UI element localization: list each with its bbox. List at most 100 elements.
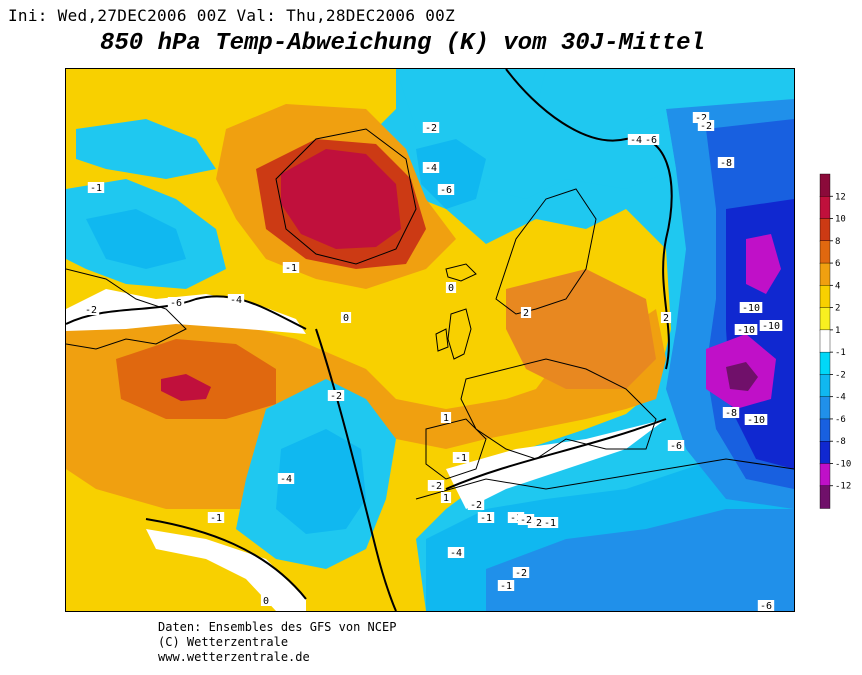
- init-hour: 00Z: [196, 6, 227, 25]
- contour-label: -2: [425, 123, 437, 134]
- contour-label: -2: [85, 305, 97, 316]
- contour-label-box: [660, 312, 672, 323]
- colorbar-segment: [819, 418, 831, 442]
- contour-label-box: [82, 304, 100, 315]
- contour-label-box: [759, 320, 783, 331]
- contour-label-box: [757, 600, 775, 611]
- contour-label-box: [340, 312, 352, 323]
- colorbar-label: -6: [835, 415, 846, 425]
- zero-contour-arctic: [505, 69, 673, 370]
- cold-east-magenta-north: [746, 234, 781, 294]
- iceland-coast: [445, 263, 477, 282]
- colorbar-segment: [819, 329, 831, 353]
- contour-label-box: [447, 547, 465, 558]
- contour-label: -1: [90, 183, 102, 194]
- colorbar-label: -10: [835, 459, 851, 469]
- init-date: Wed,27DEC2006: [57, 6, 187, 25]
- contour-label: -6: [645, 135, 657, 146]
- contour-label: -6: [670, 441, 682, 452]
- contour-label: -8: [725, 408, 737, 419]
- zero-contour-south: [145, 518, 307, 600]
- cold-north-america-corner: [76, 119, 216, 179]
- contour-label: -1: [544, 518, 556, 529]
- valid-date: Thu,28DEC2006: [286, 6, 416, 25]
- contour-label-box: [507, 512, 525, 523]
- colorbar-label: -8: [835, 437, 846, 447]
- contour-label-box: [477, 512, 495, 523]
- colorbar-label: 2: [835, 304, 840, 314]
- credits: Daten: Ensembles des GFS von NCEP (C) Wet…: [158, 620, 396, 665]
- colorbar-segment: [819, 196, 831, 220]
- credit-website: www.wetterzentrale.de: [158, 650, 310, 664]
- contour-label-box: [445, 282, 457, 293]
- anomaly-map: -2 -4 -6 -2 -10 -10 -10 -8 -10 -6 -2 -4 -6 -8 -6 -4 -2 -1…: [65, 68, 795, 612]
- neutral-band-med: [446, 419, 666, 509]
- contour-label: 1: [443, 413, 449, 424]
- contour-label-box: [520, 307, 532, 318]
- contour-label: -2: [515, 568, 527, 579]
- contour-label: -10: [747, 415, 765, 426]
- contour-label-box: [422, 122, 440, 133]
- credit-data-source: Daten: Ensembles des GFS von NCEP: [158, 620, 397, 634]
- contour-label: 0: [448, 283, 454, 294]
- colorbar-label: 1: [835, 326, 840, 336]
- canada-coast: [66, 268, 187, 350]
- contour-label: -4: [230, 295, 242, 306]
- contour-label-box: [527, 517, 545, 528]
- cold-east-purple-core: [726, 362, 758, 391]
- contour-label: -2: [700, 121, 712, 132]
- contour-label: -6: [760, 601, 772, 611]
- colorbar-segment: [819, 240, 831, 264]
- cold-atlantic-core: [276, 429, 366, 534]
- coastlines: [66, 128, 794, 500]
- contour-label: -10: [737, 325, 755, 336]
- contour-label-box: [440, 492, 452, 503]
- cold-norway-sea: [416, 139, 486, 209]
- contour-label-box: [227, 294, 245, 305]
- contour-label: -1: [285, 263, 297, 274]
- colorbar-label: -2: [835, 370, 846, 380]
- contour-label: -2: [470, 500, 482, 511]
- contour-label: 2: [663, 313, 669, 324]
- contour-label-box: [734, 324, 758, 335]
- init-label: Ini:: [8, 6, 48, 25]
- contour-label-box: [327, 390, 345, 401]
- colorbar-segment: [819, 218, 831, 242]
- colorbar-label: -4: [835, 393, 846, 403]
- contour-label: -2: [520, 515, 532, 526]
- neutral-band-south: [146, 529, 306, 611]
- contour-label-box: [452, 452, 470, 463]
- uk-coast: [447, 308, 472, 360]
- contour-label-box: [739, 302, 763, 313]
- contour-label: -10: [742, 303, 760, 314]
- map-title: 850 hPa Temp-Abweichung (K) vom 30J-Mitt…: [100, 30, 705, 57]
- zero-contour-west: [66, 295, 307, 330]
- contour-label-box: [697, 120, 715, 131]
- contour-label-box: [282, 262, 300, 273]
- contour-label: 0: [343, 313, 349, 324]
- credit-copyright: (C) Wetterzentrale: [158, 635, 289, 649]
- iberia-coast: [425, 418, 487, 480]
- contour-label: -1: [455, 453, 467, 464]
- contour-label-box: [467, 499, 485, 510]
- valid-label: Val:: [236, 6, 277, 25]
- contour-labels: -2-4-6-2-10-10 -10-8-10-6-2-4 -6-8-6 -4-2-1…: [82, 112, 783, 611]
- contour-label: 1: [443, 493, 449, 504]
- contour-label-box: [744, 414, 768, 425]
- colorbar-segment: [819, 396, 831, 420]
- colorbar-label: 8: [835, 237, 840, 247]
- contour-label-box: [277, 473, 295, 484]
- africa-coast: [415, 458, 794, 500]
- contour-label: -2: [530, 518, 542, 529]
- contour-label: -6: [440, 185, 452, 196]
- contour-label: -2: [430, 481, 442, 492]
- contour-label-box: [437, 184, 455, 195]
- cold-north-africa-deep: [486, 509, 794, 611]
- colorbar-segment: [819, 351, 831, 376]
- contour-label-box: [512, 567, 530, 578]
- colorbar-segment: [819, 485, 831, 509]
- contour-label-box: [167, 297, 185, 308]
- europe-coast: [460, 358, 657, 460]
- contour-label: -1: [500, 581, 512, 592]
- contour-label-box: [541, 517, 559, 528]
